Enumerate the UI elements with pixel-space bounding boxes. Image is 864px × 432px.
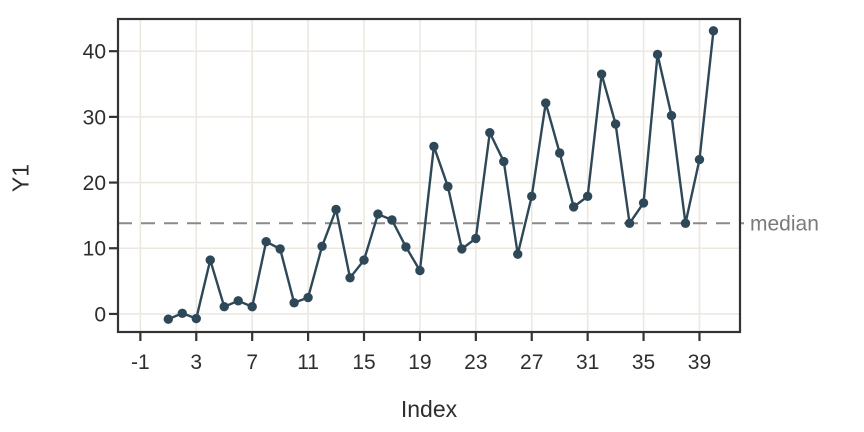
- data-point: [680, 218, 691, 228]
- data-point: [708, 26, 719, 36]
- data-point: [331, 204, 341, 215]
- data-point: [610, 119, 621, 129]
- x-tick-label: 3: [190, 351, 202, 374]
- data-point: [694, 154, 705, 165]
- data-point: [401, 242, 411, 252]
- data-point: [303, 292, 313, 303]
- data-point: [554, 148, 565, 158]
- x-axis-title: Index: [400, 396, 458, 422]
- data-point: [261, 236, 271, 247]
- y-axis-title: Y1: [7, 163, 34, 193]
- data-point: [638, 198, 649, 208]
- data-point: [471, 233, 481, 244]
- data-point: [373, 209, 383, 219]
- y-tick-label: 40: [83, 41, 106, 64]
- x-tick-label: 23: [464, 351, 487, 374]
- x-tick-label: 7: [246, 351, 258, 374]
- data-point: [429, 141, 439, 152]
- data-point: [513, 249, 523, 259]
- data-point: [387, 215, 397, 225]
- x-tick-label: 39: [688, 351, 711, 374]
- x-tick-label: 19: [408, 351, 431, 374]
- data-point: [568, 202, 579, 212]
- data-point: [527, 191, 537, 202]
- data-point: [177, 308, 187, 318]
- data-point: [652, 49, 663, 60]
- x-tick-label: 31: [576, 351, 599, 374]
- data-point: [415, 265, 425, 276]
- data-point: [541, 98, 551, 108]
- y-tick-label: 10: [83, 238, 106, 261]
- y-tick-label: 0: [94, 303, 106, 326]
- data-point: [289, 298, 299, 308]
- data-point: [443, 181, 453, 192]
- x-tick-label: -1: [131, 351, 150, 374]
- data-point: [666, 110, 677, 121]
- data-point: [582, 191, 593, 202]
- x-tick-label: 11: [297, 351, 319, 374]
- y-tick-label: 30: [83, 106, 106, 129]
- x-tick-label: 35: [632, 351, 655, 374]
- data-point: [205, 255, 215, 265]
- data-point: [247, 302, 257, 312]
- data-point: [499, 156, 509, 167]
- data-point: [191, 313, 201, 324]
- y-tick-label: 20: [83, 172, 106, 195]
- x-tick-label: 27: [520, 351, 543, 374]
- x-tick-label: 15: [352, 351, 375, 374]
- data-point: [163, 314, 174, 324]
- data-point: [345, 273, 355, 283]
- data-point: [359, 255, 369, 265]
- data-point: [275, 244, 285, 254]
- data-point: [233, 296, 243, 306]
- data-point: [485, 127, 495, 138]
- data-point: [317, 241, 327, 251]
- median-label: median: [750, 212, 819, 236]
- series-line: [167, 29, 715, 321]
- plot-border: [116, 17, 742, 334]
- data-point: [624, 218, 635, 228]
- data-point: [596, 69, 607, 79]
- data-point: [457, 244, 467, 254]
- data-point: [219, 302, 229, 312]
